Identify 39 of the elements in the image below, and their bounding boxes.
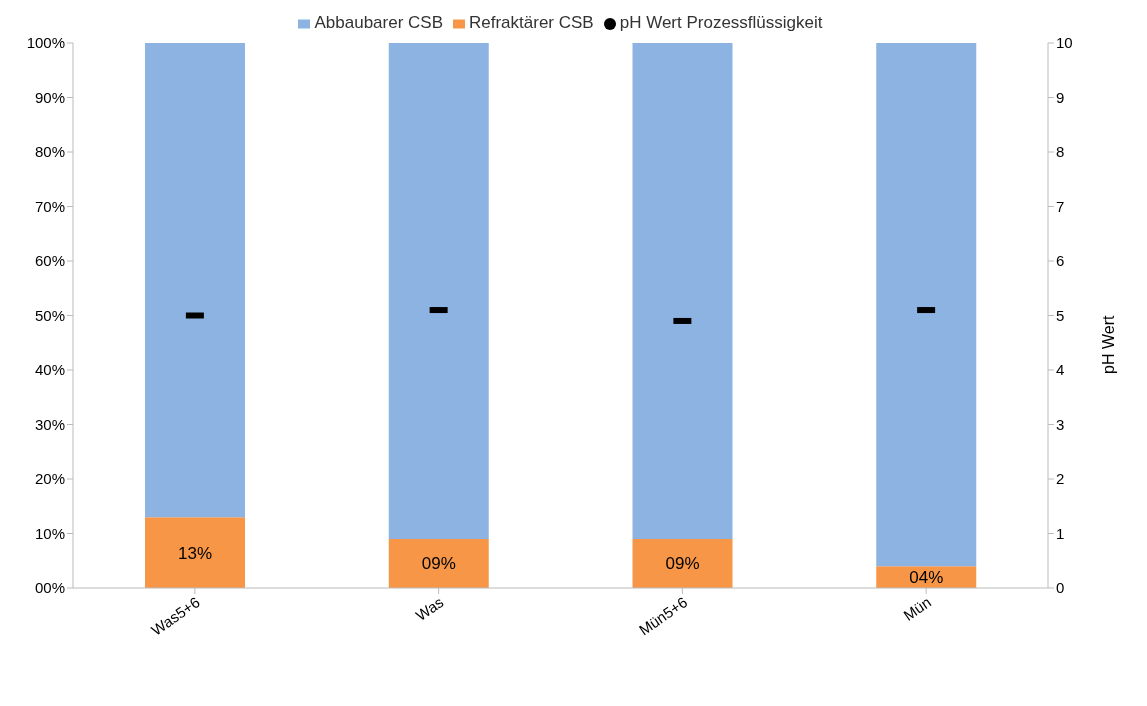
y-tick-label: 60%: [34, 252, 65, 270]
data-label: 04%: [909, 568, 944, 588]
y-tick-label: 20%: [34, 470, 65, 488]
y-tick-label: 10%: [34, 524, 65, 542]
data-label: 09%: [421, 554, 456, 574]
y-tick-label: 80%: [34, 143, 65, 161]
legend-label: Refraktärer CSB: [469, 13, 594, 32]
y-tick-label: 40%: [34, 361, 65, 379]
data-label: 13%: [177, 543, 213, 563]
y2-tick-label: 2: [1056, 470, 1065, 488]
y-tick-label: 70%: [34, 197, 65, 215]
bar: [145, 517, 245, 588]
y-tick-label: 90%: [34, 88, 65, 106]
bar: [632, 538, 733, 588]
y-tick-label: 00%: [34, 579, 65, 597]
y2-tick-label: 10: [1056, 34, 1073, 52]
y-tick-label: 100%: [26, 34, 65, 52]
y2-tick-label: 1: [1056, 524, 1065, 542]
bar: [876, 43, 977, 567]
y2-tick-label: 3: [1056, 415, 1065, 433]
y2-tick-label: 7: [1056, 197, 1065, 215]
data-label: 09%: [665, 554, 700, 574]
y-tick-label: 50%: [34, 306, 65, 324]
y2-tick-label: 6: [1056, 252, 1065, 270]
y2-tick-label: 4: [1056, 361, 1065, 379]
y2-axis-title: pH Wert: [1099, 314, 1117, 374]
bar: [632, 43, 733, 539]
bar: [388, 43, 489, 539]
legend-label: pH Wert Prozessflüssigkeit: [619, 13, 823, 32]
x-tick-label: Was: [412, 593, 447, 625]
bar: [388, 538, 489, 588]
y2-tick-label: 8: [1056, 143, 1065, 161]
bar: [145, 43, 245, 518]
legend-label: Abbaubarer CSB: [314, 13, 443, 32]
y-tick-label: 30%: [34, 415, 65, 433]
y2-tick-label: 0: [1056, 579, 1065, 597]
y2-tick-label: 5: [1056, 306, 1065, 324]
y2-tick-label: 9: [1056, 88, 1065, 106]
x-tick-label: Mün: [900, 593, 934, 624]
